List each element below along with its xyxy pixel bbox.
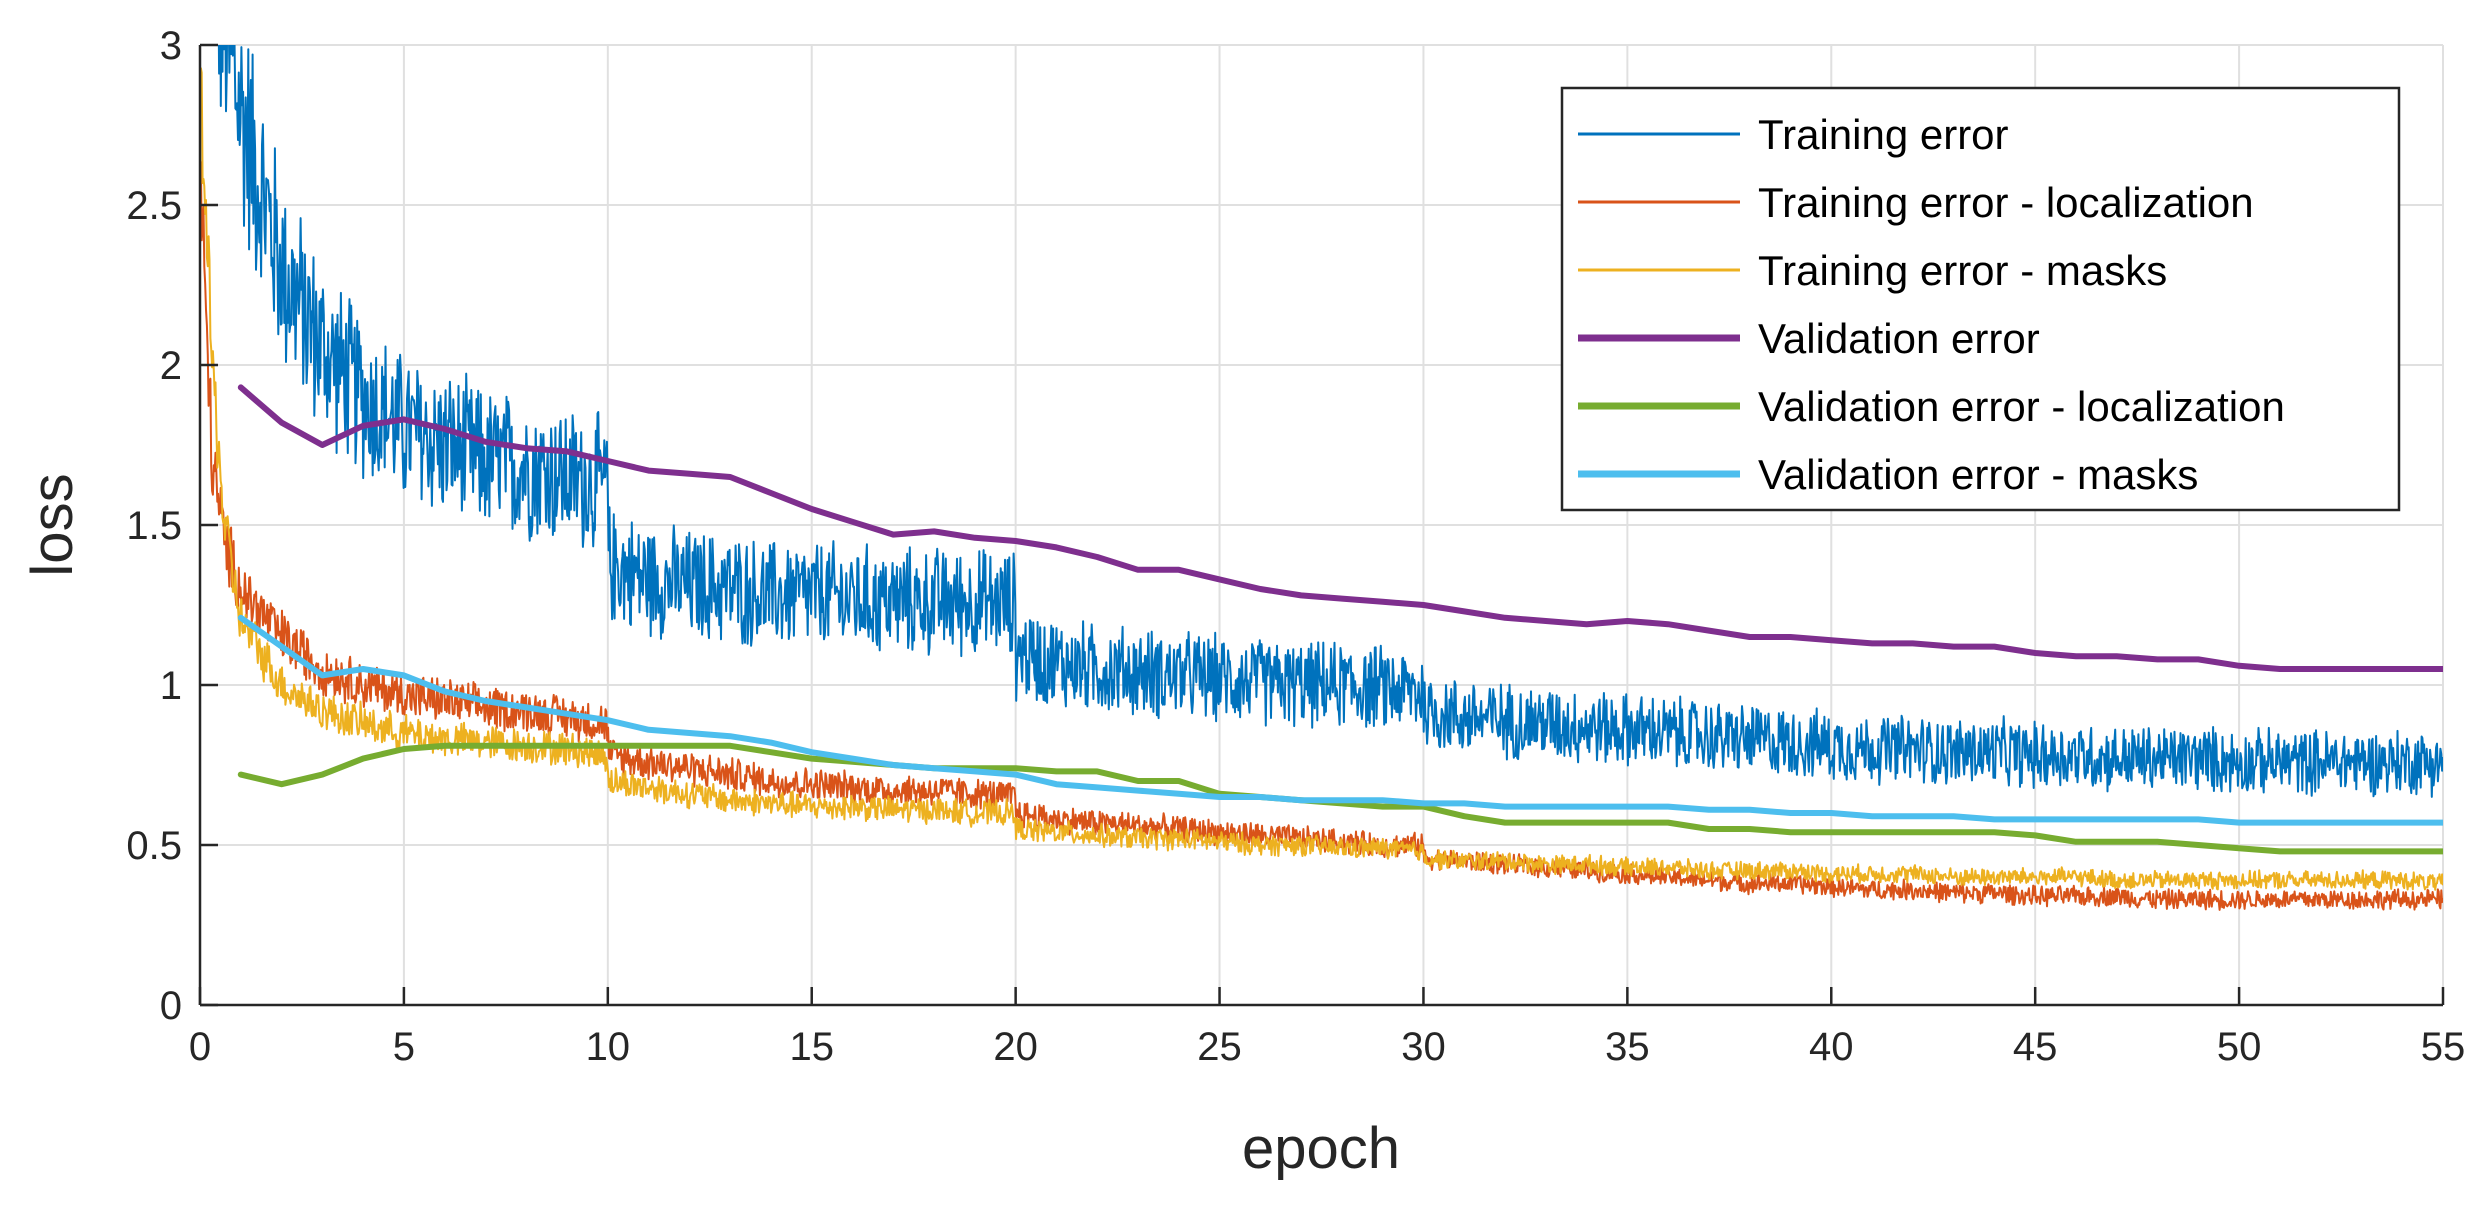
x-tick-label: 35 xyxy=(1605,1025,1650,1069)
legend-label: Validation error xyxy=(1758,315,2040,362)
x-tick-label: 25 xyxy=(1197,1025,1242,1069)
series-line-validation-error-masks xyxy=(237,614,2443,826)
y-tick-label: 1 xyxy=(160,664,182,708)
x-tick-label: 0 xyxy=(189,1025,211,1069)
y-axis-label: loss xyxy=(20,473,85,576)
legend-box xyxy=(1560,86,2401,512)
x-tick-label: 5 xyxy=(393,1025,415,1069)
y-tick-label: 3 xyxy=(160,24,182,68)
y-tick-label: 2.5 xyxy=(126,184,182,228)
series-line-validation-error xyxy=(237,384,2443,672)
y-tick-label: 0 xyxy=(160,984,182,1028)
series-layer xyxy=(200,45,2443,911)
x-tick-label: 45 xyxy=(2013,1025,2058,1069)
x-tick-label: 40 xyxy=(1809,1025,1854,1069)
series-line-training-error xyxy=(217,45,2443,798)
x-tick-label: 30 xyxy=(1401,1025,1446,1069)
legend: Training error Training error - localizat… xyxy=(1560,86,2401,512)
legend-label: Training error - masks xyxy=(1758,247,2167,294)
axes: 0 5 10 15 20 25 30 35 40 45 50 55 0 0.5 1 1.5 2 2.5 3 xyxy=(126,24,2465,1069)
x-axis-label: epoch xyxy=(1242,1116,1400,1181)
series-line-validation-error-localization xyxy=(237,742,2443,855)
x-tick-label: 55 xyxy=(2421,1025,2466,1069)
series-line-training-error-masks xyxy=(200,67,2443,891)
y-tick-label: 1.5 xyxy=(126,504,182,548)
x-tick-label: 20 xyxy=(993,1025,1038,1069)
legend-label: Validation error - localization xyxy=(1758,383,2285,430)
y-tick-label: 2 xyxy=(160,344,182,388)
legend-label: Training error - localization xyxy=(1758,179,2254,226)
y-tick-label: 0.5 xyxy=(126,824,182,868)
x-tick-label: 50 xyxy=(2217,1025,2262,1069)
x-tick-label: 15 xyxy=(789,1025,834,1069)
legend-label: Training error xyxy=(1758,111,2009,158)
legend-label: Validation error - masks xyxy=(1758,451,2198,498)
x-tick-label: 10 xyxy=(586,1025,631,1069)
